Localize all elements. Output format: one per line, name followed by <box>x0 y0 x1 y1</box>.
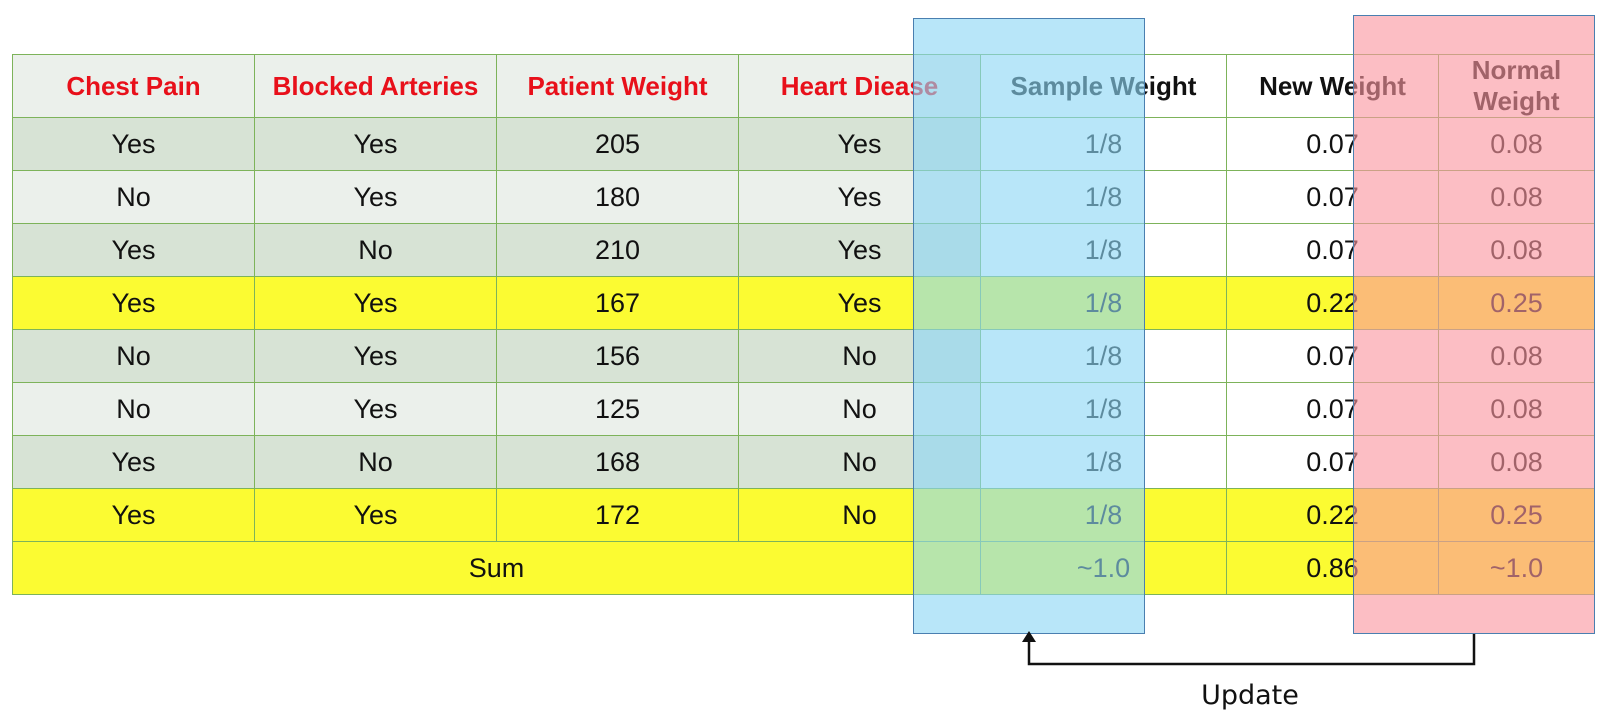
cell-blocked-arteries: No <box>254 435 497 489</box>
cell-normal-weight: 0.08 <box>1438 329 1595 383</box>
table-body: Yes Yes 205 Yes 1/8 0.07 0.08 No Yes 180 Yes 1/8 0.0… <box>12 117 1595 595</box>
cell-new-weight: 0.07 <box>1226 170 1439 224</box>
cell-blocked-arteries: Yes <box>254 170 497 224</box>
header-new-weight: New Weight <box>1226 54 1439 118</box>
cell-heart-disease: No <box>738 488 981 542</box>
cell-patient-weight: 125 <box>496 382 739 436</box>
cell-sample-weight: 1/8 <box>980 435 1227 489</box>
cell-heart-disease: No <box>738 435 981 489</box>
cell-new-weight: 0.07 <box>1226 117 1439 171</box>
cell-new-weight: 0.07 <box>1226 382 1439 436</box>
cell-sample-weight: 1/8 <box>980 117 1227 171</box>
table-row: Yes Yes 172 No 1/8 0.22 0.25 <box>12 488 1595 542</box>
cell-sample-weight: 1/8 <box>980 329 1227 383</box>
cell-sample-weight: 1/8 <box>980 488 1227 542</box>
cell-chest-pain: Yes <box>12 488 255 542</box>
table-row: No Yes 125 No 1/8 0.07 0.08 <box>12 382 1595 436</box>
cell-patient-weight: 205 <box>496 117 739 171</box>
weights-table-container: Chest Pain Blocked Arteries Patient Weig… <box>12 54 1595 595</box>
update-label: Update <box>1201 680 1299 711</box>
cell-heart-disease: No <box>738 329 981 383</box>
table-row: Yes Yes 167 Yes 1/8 0.22 0.25 <box>12 276 1595 330</box>
cell-patient-weight: 180 <box>496 170 739 224</box>
table-row: Yes No 168 No 1/8 0.07 0.08 <box>12 435 1595 489</box>
update-arrow-head <box>1022 631 1036 642</box>
cell-chest-pain: Yes <box>12 276 255 330</box>
cell-normal-weight: 0.08 <box>1438 170 1595 224</box>
cell-sample-weight: 1/8 <box>980 382 1227 436</box>
cell-blocked-arteries: Yes <box>254 276 497 330</box>
header-blocked-arteries: Blocked Arteries <box>254 54 497 118</box>
cell-chest-pain: No <box>12 329 255 383</box>
cell-normal-weight: 0.25 <box>1438 276 1595 330</box>
sum-label: Sum <box>12 541 981 595</box>
cell-chest-pain: Yes <box>12 117 255 171</box>
cell-sample-weight: 1/8 <box>980 276 1227 330</box>
cell-new-weight: 0.22 <box>1226 488 1439 542</box>
header-chest-pain: Chest Pain <box>12 54 255 118</box>
cell-new-weight: 0.07 <box>1226 223 1439 277</box>
cell-patient-weight: 156 <box>496 329 739 383</box>
table-row: No Yes 180 Yes 1/8 0.07 0.08 <box>12 170 1595 224</box>
cell-blocked-arteries: Yes <box>254 117 497 171</box>
sum-sample-weight: ~1.0 <box>980 541 1227 595</box>
cell-chest-pain: Yes <box>12 223 255 277</box>
table-row: Yes Yes 205 Yes 1/8 0.07 0.08 <box>12 117 1595 171</box>
cell-normal-weight: 0.08 <box>1438 382 1595 436</box>
sum-normal-weight: ~1.0 <box>1438 541 1595 595</box>
cell-heart-disease: Yes <box>738 223 981 277</box>
cell-patient-weight: 210 <box>496 223 739 277</box>
cell-chest-pain: Yes <box>12 435 255 489</box>
cell-blocked-arteries: Yes <box>254 329 497 383</box>
header-patient-weight: Patient Weight <box>496 54 739 118</box>
cell-patient-weight: 172 <box>496 488 739 542</box>
cell-chest-pain: No <box>12 382 255 436</box>
cell-sample-weight: 1/8 <box>980 170 1227 224</box>
cell-patient-weight: 167 <box>496 276 739 330</box>
header-normal-weight: Normal Weight <box>1438 54 1595 118</box>
sum-new-weight: 0.86 <box>1226 541 1439 595</box>
cell-blocked-arteries: Yes <box>254 382 497 436</box>
cell-heart-disease: Yes <box>738 117 981 171</box>
cell-normal-weight: 0.08 <box>1438 117 1595 171</box>
cell-heart-disease: Yes <box>738 276 981 330</box>
cell-sample-weight: 1/8 <box>980 223 1227 277</box>
cell-heart-disease: No <box>738 382 981 436</box>
cell-normal-weight: 0.25 <box>1438 488 1595 542</box>
cell-patient-weight: 168 <box>496 435 739 489</box>
table-row: Yes No 210 Yes 1/8 0.07 0.08 <box>12 223 1595 277</box>
header-row: Chest Pain Blocked Arteries Patient Weig… <box>12 54 1595 118</box>
header-heart-disease: Heart Diease <box>738 54 981 118</box>
cell-normal-weight: 0.08 <box>1438 435 1595 489</box>
update-arrow-line <box>1027 634 1476 666</box>
cell-blocked-arteries: Yes <box>254 488 497 542</box>
header-sample-weight: Sample Weight <box>980 54 1227 118</box>
cell-new-weight: 0.07 <box>1226 435 1439 489</box>
table-row: No Yes 156 No 1/8 0.07 0.08 <box>12 329 1595 383</box>
cell-chest-pain: No <box>12 170 255 224</box>
cell-normal-weight: 0.08 <box>1438 223 1595 277</box>
cell-new-weight: 0.07 <box>1226 329 1439 383</box>
weights-table: Chest Pain Blocked Arteries Patient Weig… <box>12 54 1595 595</box>
cell-heart-disease: Yes <box>738 170 981 224</box>
cell-new-weight: 0.22 <box>1226 276 1439 330</box>
sum-row: Sum ~1.0 0.86 ~1.0 <box>12 541 1595 595</box>
cell-blocked-arteries: No <box>254 223 497 277</box>
